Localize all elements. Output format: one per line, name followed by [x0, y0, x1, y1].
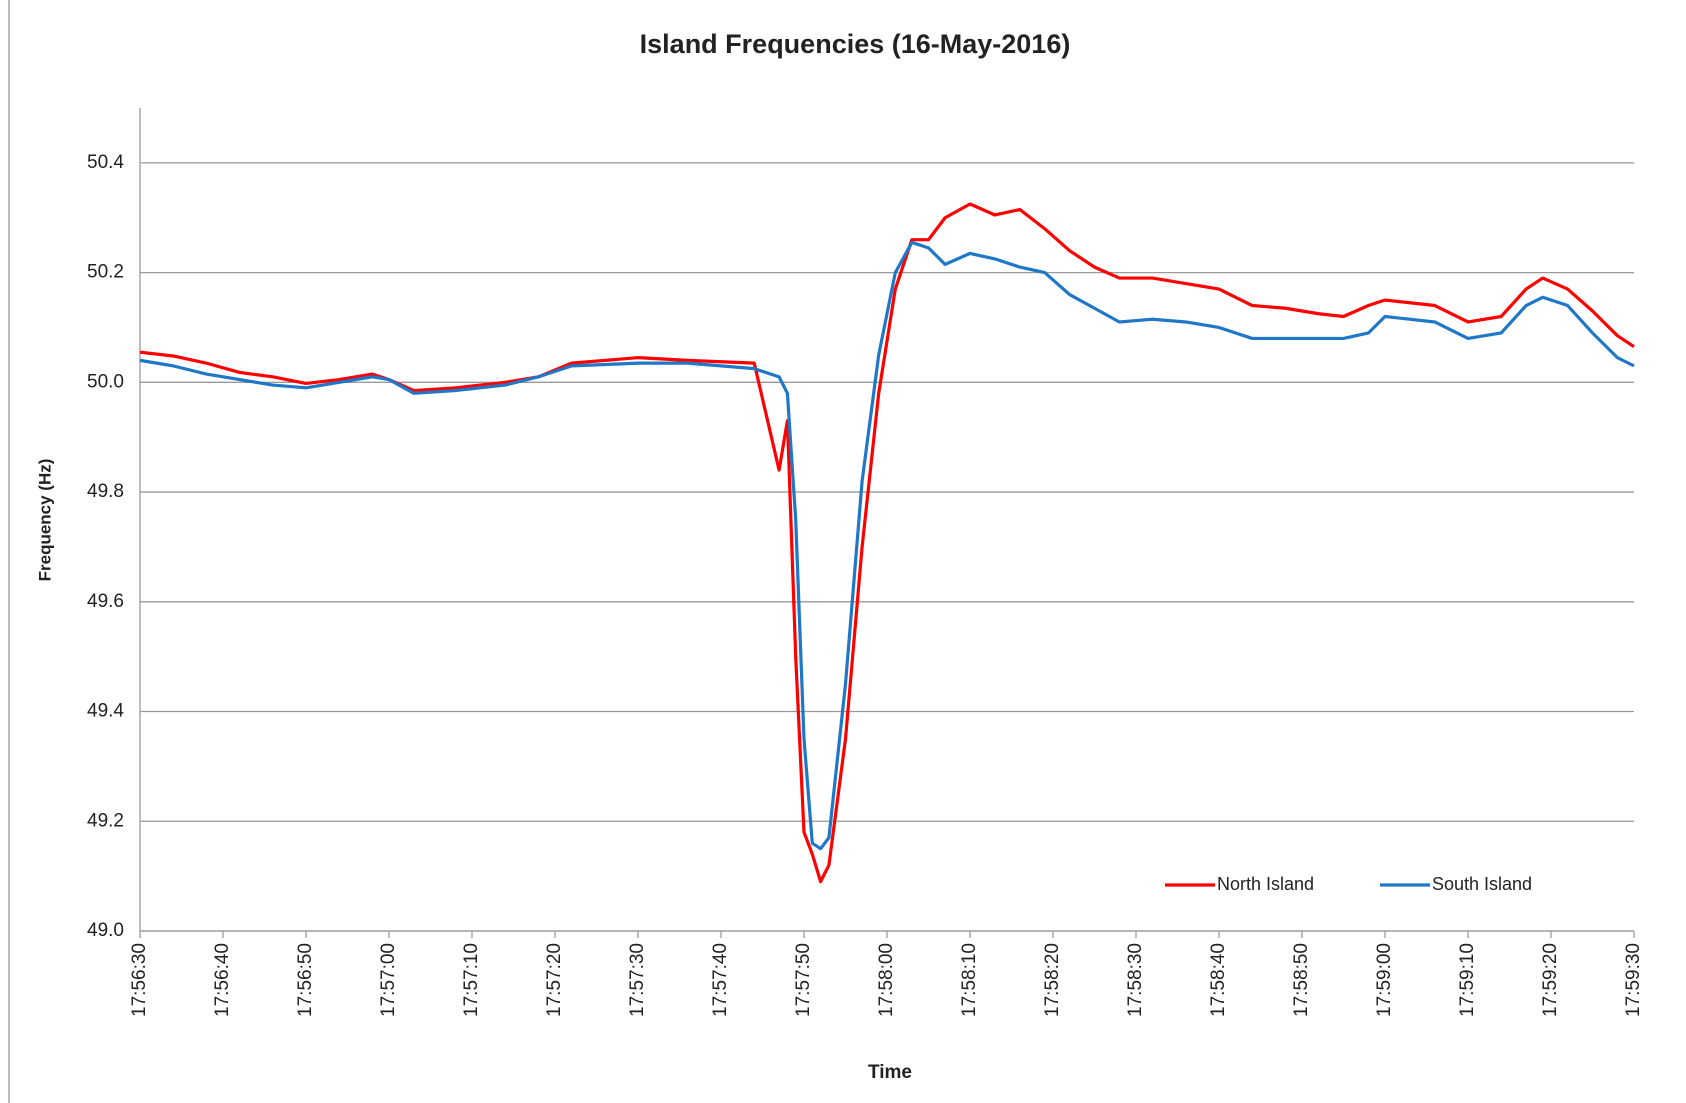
x-tick-label: 17:58:20 — [1042, 943, 1063, 1017]
y-tick-label: 50.4 — [87, 152, 124, 173]
legend-label: South Island — [1432, 874, 1532, 894]
y-tick-label: 49.8 — [87, 481, 124, 502]
y-tick-label: 49.2 — [87, 810, 124, 831]
series-line — [139, 240, 1635, 851]
x-tick-label: 17:59:00 — [1374, 943, 1395, 1017]
x-tick-label: 17:58:40 — [1208, 943, 1229, 1017]
x-tick-label: 17:58:00 — [876, 943, 897, 1017]
x-tick-label: 17:56:30 — [129, 943, 150, 1017]
x-tick-label: 17:58:10 — [959, 943, 980, 1017]
x-axis-label: Time — [868, 1062, 912, 1083]
y-tick-label: 50.2 — [87, 262, 124, 283]
x-tick-label: 17:57:10 — [461, 943, 482, 1017]
x-tick-label: 17:59:20 — [1540, 943, 1561, 1017]
x-tick-label: 17:57:00 — [378, 943, 399, 1017]
legend-label: North Island — [1217, 874, 1314, 894]
x-tick-label: 17:59:10 — [1457, 943, 1478, 1017]
x-tick-label: 17:57:20 — [544, 943, 565, 1017]
x-tick-label: 17:58:30 — [1125, 943, 1146, 1017]
chart-title: Island Frequencies (16-May-2016) — [640, 29, 1071, 59]
x-tick-label: 17:58:50 — [1291, 943, 1312, 1017]
y-tick-label: 49.0 — [87, 920, 124, 941]
y-axis-label: Frequency (Hz) — [35, 459, 54, 582]
x-tick-label: 17:57:40 — [710, 943, 731, 1017]
x-tick-label: 17:57:30 — [627, 943, 648, 1017]
x-tick-label: 17:56:40 — [212, 943, 233, 1017]
y-tick-label: 49.6 — [87, 591, 124, 612]
series-line — [139, 202, 1635, 884]
y-tick-label: 49.4 — [87, 701, 124, 722]
x-tick-label: 17:59:30 — [1623, 943, 1644, 1017]
x-tick-label: 17:56:50 — [295, 943, 316, 1017]
x-tick-label: 17:57:50 — [793, 943, 814, 1017]
y-tick-label: 50.0 — [87, 371, 124, 392]
